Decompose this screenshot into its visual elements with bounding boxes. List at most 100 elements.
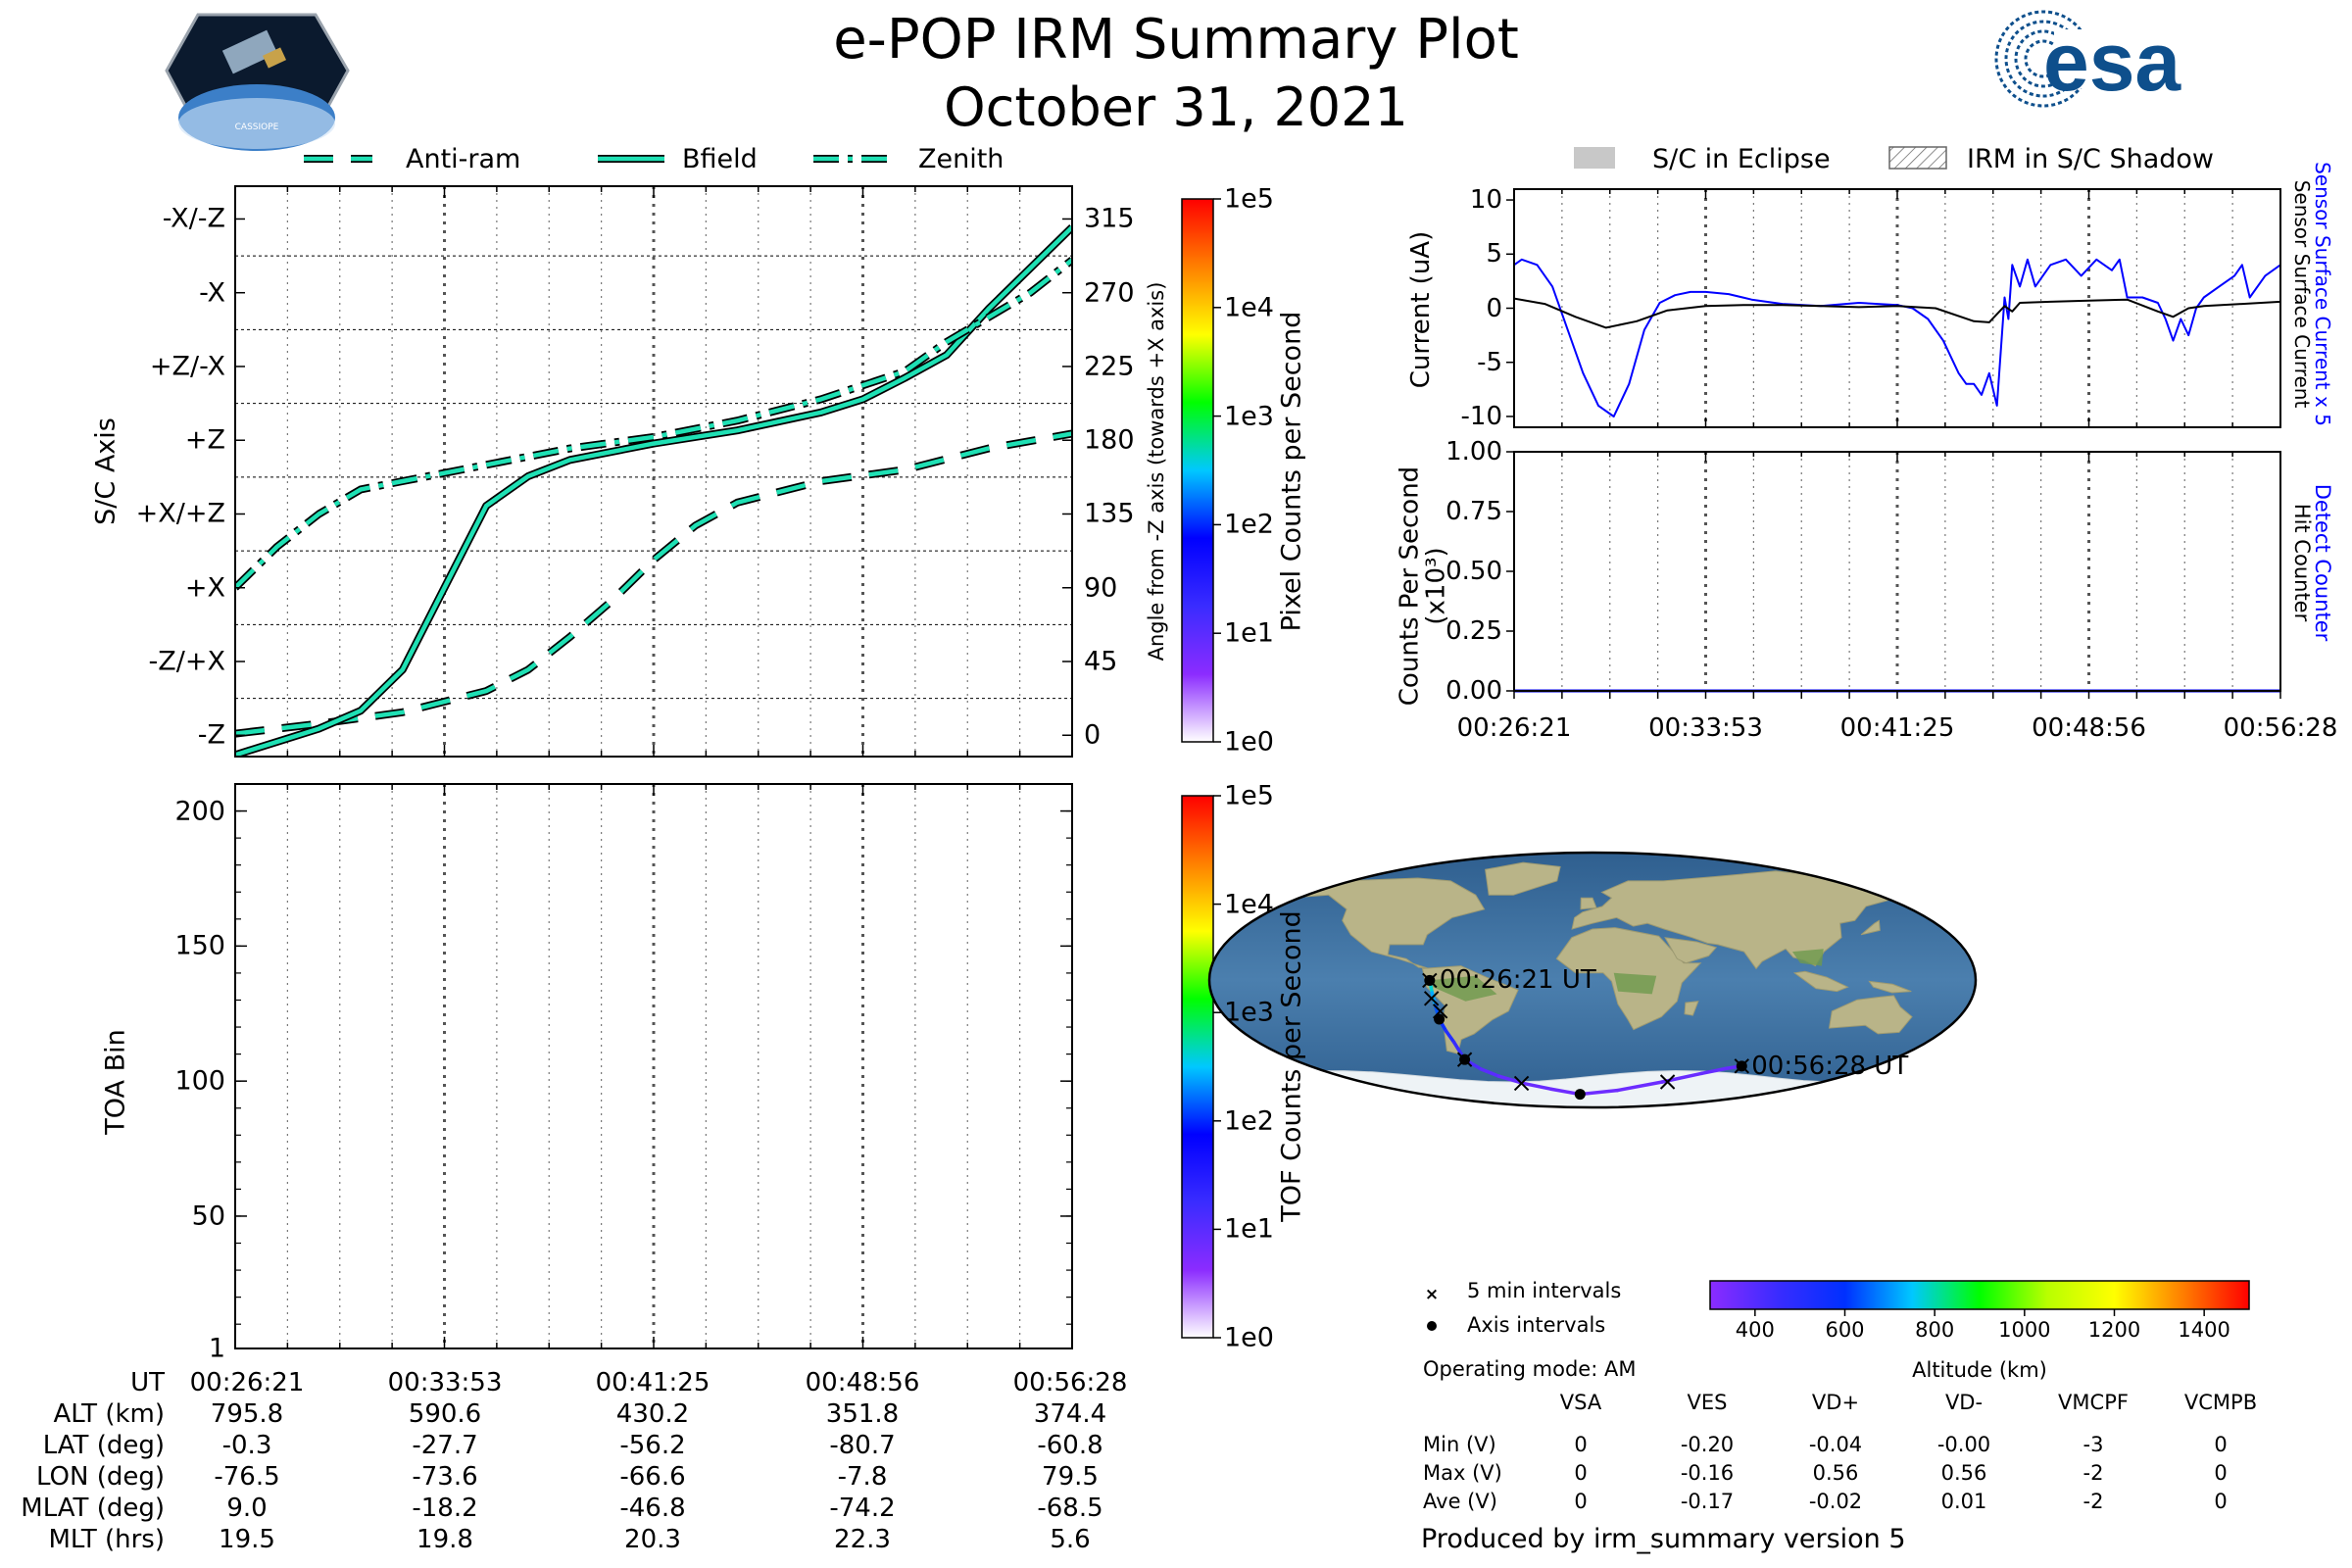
legend-anti-ram: Anti-ram (406, 144, 521, 174)
ephemeris-cell: -74.2 (829, 1494, 896, 1523)
altitude-tick-label: 1000 (1998, 1318, 2051, 1342)
five-min-marker (1432, 1004, 1448, 1019)
five-min-marker (1734, 1058, 1749, 1074)
ephemeris-cell: -27.7 (412, 1431, 478, 1460)
sc-axis-category-label: -Z (197, 719, 225, 751)
current-ytick-label: -5 (1477, 347, 1502, 377)
ephemeris-cell: 22.3 (834, 1525, 891, 1554)
cassiope-logo: CASSIOPE (165, 13, 350, 151)
current-panel (1506, 146, 2281, 428)
ephemeris-cell: 00:56:28 (1012, 1368, 1128, 1397)
ephemeris-row-label: ALT (km) (53, 1399, 165, 1429)
toa-grid (286, 784, 1021, 1348)
ephemeris-cell: 590.6 (408, 1399, 482, 1429)
colorbar-tick-label: 1e3 (1224, 401, 1274, 432)
ephemeris-cell: 20.3 (624, 1525, 681, 1554)
voltage-cell: -0.02 (1808, 1490, 1863, 1513)
esa-logo-text: esa (2043, 16, 2181, 108)
counts-right-label-blue: Detect Counter (2311, 483, 2334, 642)
five-min-legend-label: 5 min intervals (1467, 1279, 1622, 1302)
voltage-cell: 0 (2214, 1490, 2228, 1513)
track-segment (1699, 1066, 1729, 1076)
time-tick-label: 00:33:53 (1648, 713, 1763, 743)
sc-axis-angle-label: 225 (1084, 351, 1135, 382)
voltage-cell: 0.56 (1812, 1461, 1859, 1485)
ephemeris-row-label: LAT (deg) (42, 1431, 165, 1460)
time-tick-label: 00:48:56 (2032, 713, 2146, 743)
current-ytick-label: -10 (1460, 401, 1502, 431)
altitude-colorbar-label: Altitude (km) (1912, 1358, 2047, 1382)
ephemeris-cell: -66.6 (619, 1462, 686, 1492)
map-continent (1485, 861, 1561, 896)
ephemeris-row-label: MLAT (deg) (21, 1494, 165, 1523)
altitude-tick-label: 400 (1735, 1318, 1775, 1342)
ephemeris-cell: -18.2 (412, 1494, 478, 1523)
shadow-legend-label: IRM in S/C Shadow (1967, 144, 2215, 174)
colorbar-ramp (1181, 198, 1214, 743)
altitude-colorbar (1709, 1280, 2250, 1316)
ephemeris-cell: 00:33:53 (387, 1368, 503, 1397)
axis-interval-marker (1574, 1089, 1586, 1101)
toa-panel (234, 783, 1073, 1349)
current-ytick-label: 5 (1486, 239, 1502, 270)
map-continent (1868, 980, 1912, 994)
ephemeris-cell: 351.8 (825, 1399, 900, 1429)
axis-interval-marker (1434, 1013, 1446, 1025)
voltage-cell: -0.17 (1680, 1490, 1735, 1513)
voltage-header: VD+ (1811, 1391, 1860, 1414)
voltage-cell: -3 (2082, 1433, 2104, 1456)
ephemeris-cell: -46.8 (619, 1494, 686, 1523)
ephemeris-cell: -76.5 (214, 1462, 280, 1492)
time-tick-label: 00:56:28 (2223, 713, 2338, 743)
sc-axis-panel (234, 185, 1073, 758)
map-continent (1571, 870, 1926, 970)
counts-right-label-black: Hit Counter (2290, 503, 2314, 622)
colorbar-tick-label: 1e0 (1224, 1322, 1274, 1353)
counts-ytick-label: 0.25 (1446, 616, 1502, 646)
sc-axis-ylabel: S/C Axis (90, 417, 122, 525)
counts-ytick-label: 0.00 (1446, 676, 1502, 706)
ephemeris-cell: 5.6 (1050, 1525, 1091, 1554)
map-continent (1664, 937, 1718, 964)
voltage-cell: -0.00 (1936, 1433, 1991, 1456)
colorbar-tick-label: 1e0 (1224, 726, 1274, 758)
track-segment (1479, 1067, 1501, 1078)
ephemeris-cell: 00:26:21 (189, 1368, 305, 1397)
sc-axis-category-label: +Z (184, 424, 225, 456)
track-segment (1444, 1029, 1456, 1045)
sc-axis-angle-label: 135 (1084, 498, 1135, 529)
ephemeris-cell: 19.8 (416, 1525, 473, 1554)
current-right-label-black: Sensor Surface Current (2290, 179, 2314, 409)
voltage-header: VMCPF (2058, 1391, 2129, 1414)
ephemeris-cell: 79.5 (1042, 1462, 1099, 1492)
voltage-cell: 0 (2214, 1461, 2228, 1485)
ephemeris-cell: 00:41:25 (595, 1368, 710, 1397)
ephemeris-cell: 374.4 (1033, 1399, 1107, 1429)
current-ytick-label: 10 (1469, 185, 1502, 216)
current-right-label-blue: Sensor Surface Current x 5 (2311, 162, 2334, 426)
ephemeris-cell: -68.5 (1037, 1494, 1103, 1523)
track-end-label: 00:56:28 UT (1751, 1051, 1909, 1081)
sc-axis-category-label: -Z/+X (148, 646, 225, 677)
counts-panel (1506, 451, 2281, 699)
toa-ytick-label: 150 (174, 930, 225, 961)
esa-logo: esa (1994, 10, 2181, 108)
legend-bfield: Bfield (682, 144, 758, 174)
track-segment (1615, 1080, 1664, 1093)
operating-mode: Operating mode: AM (1423, 1357, 1637, 1381)
colorbar-tick-label: 1e2 (1224, 1105, 1274, 1137)
map-vegetation (1613, 972, 1657, 995)
axis-interval-legend-label: Axis intervals (1467, 1313, 1606, 1337)
counts-grid (1561, 452, 2233, 691)
current-ylabel: Current (uA) (1406, 230, 1436, 389)
colorbar-tick-label: 1e2 (1224, 509, 1274, 540)
tof-colorbar-label: TOF Counts per Second (1276, 910, 1307, 1222)
voltage-header: VD- (1944, 1391, 1984, 1414)
altitude-tick-label: 800 (1915, 1318, 1955, 1342)
voltage-cell: -0.20 (1680, 1433, 1735, 1456)
time-tick-label: 00:41:25 (1839, 713, 1955, 743)
ephemeris-cell: -80.7 (829, 1431, 896, 1460)
colorbar-tick-label: 1e4 (1224, 292, 1274, 323)
sc-axis-angle-label: 270 (1084, 277, 1135, 309)
